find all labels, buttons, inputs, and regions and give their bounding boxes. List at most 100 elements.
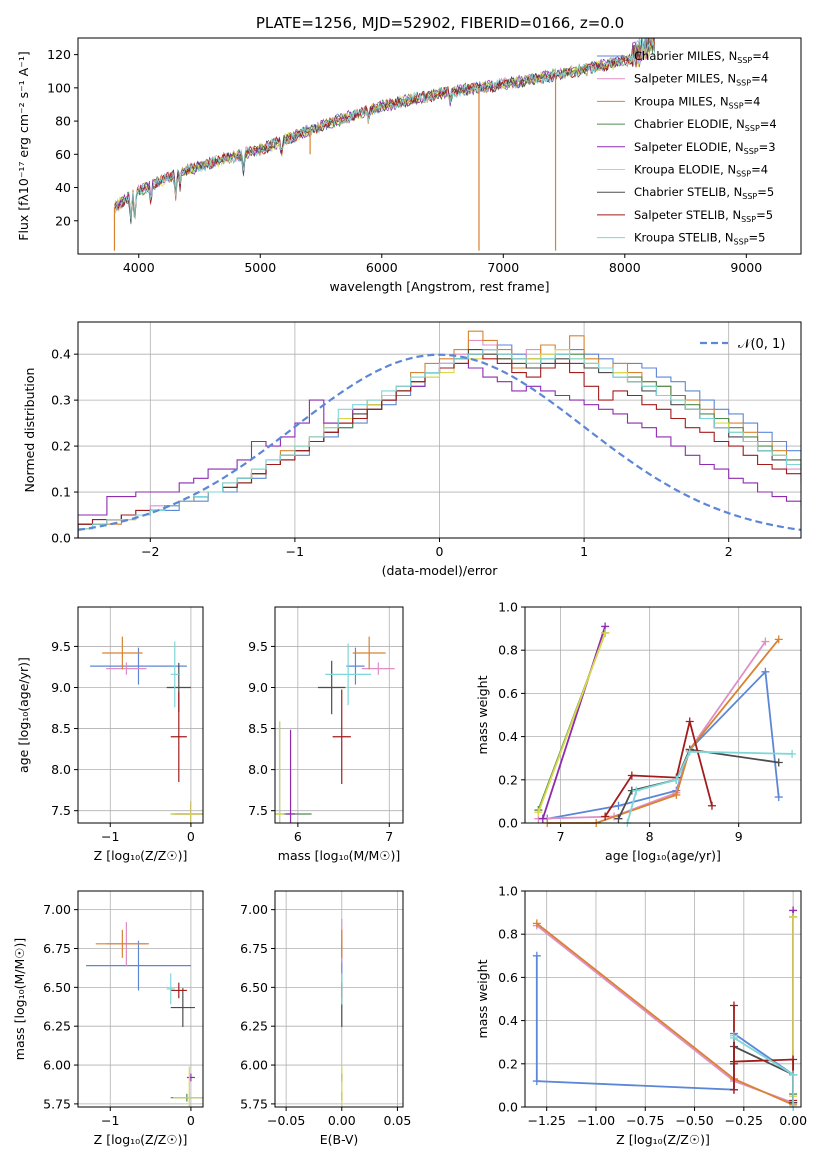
normal-curve [78,353,801,531]
legend-label-value: =5 [756,208,773,222]
spectrum-line [114,38,656,224]
plot-area [90,636,203,823]
x-tick-label: 2 [725,544,733,559]
y-tick-label: 7.5 [248,803,268,818]
y-tick-label: 100 [47,80,71,95]
x-axis-label: wavelength [Angstrom, rest frame] [329,279,549,294]
legend-label-sub: SSP [745,124,760,133]
x-tick-label: −1.00 [577,1113,615,1128]
legend-label-value: =4 [751,163,768,177]
plus-marker [729,1001,738,1010]
x-tick-label: −1.25 [528,1113,566,1128]
plus-marker [789,1055,798,1064]
legend-label: Salpeter MILES, NSSP=4 [634,72,768,88]
plus-marker [534,808,543,817]
grid [78,891,203,1107]
y-tick-label: 6.50 [240,980,268,995]
y-tick-label: 80 [55,114,71,129]
y-tick-label: 6.75 [43,941,71,956]
y-tick-label: 6.25 [240,1019,268,1034]
x-tick-label: 0 [436,544,444,559]
grid [275,607,403,823]
x-tick-label: −2 [141,544,159,559]
mass-weight-line [733,1005,794,1101]
mass-weight-line [536,924,794,1104]
plus-marker [729,1033,738,1042]
plus-marker [532,919,541,928]
legend-label-text: Kroupa MILES, N [634,94,729,108]
y-tick-label: 40 [55,180,71,195]
plot-area [534,622,797,827]
mass-weight-line [604,721,713,817]
x-tick-label: 7 [385,829,393,844]
histogram-series [78,349,801,538]
legend-label-sub: SSP [737,56,752,65]
grid [525,606,801,824]
plus-marker [707,801,716,810]
legend-label-text: Kroupa ELODIE, N [634,163,736,177]
x-tick-label: 0.05 [384,1113,412,1128]
y-tick-label: 6.25 [43,1019,71,1034]
y-tick-label: 0.2 [51,439,71,454]
plus-marker [685,717,694,726]
histogram-series [78,349,801,538]
y-tick-label: 0.6 [498,970,518,985]
x-tick-label: 1 [580,544,588,559]
legend-label-value: =4 [751,72,768,86]
x-tick-label: −0.75 [626,1113,664,1128]
axes: −2 −1 0 1 2 0.0 0.1 0.2 0.3 0.4 [51,347,733,559]
age-vs-mass-panel: 6 7 7.5 8.0 8.5 9.0 9.5 mass [log₁₀(M/M☉)] [248,606,404,863]
y-tick-label: 6.00 [240,1058,268,1073]
histogram-series [78,344,801,538]
x-tick-label: 0 [187,1113,195,1128]
plot-area [532,906,798,1111]
mass-weight-vs-metallicity-panel: −1.25 −1.00 −0.75 −0.50 −0.25 0.00 0.0 0.2 0.4 0.… [475,884,807,1148]
plus-marker [601,812,610,821]
plus-marker [601,628,610,637]
spectrum-line [114,38,656,225]
plus-marker [627,771,636,780]
axes: −1 0 5.75 6.00 6.25 6.50 6.75 7.00 [43,902,195,1128]
x-axis-label: E(B-V) [320,1132,359,1147]
axes-frame [524,890,802,1108]
legend-label-text: Salpeter ELODIE, N [634,140,744,154]
legend-label-value: =4 [752,49,769,63]
legend-label: Chabrier STELIB, NSSP=5 [634,185,774,201]
plus-marker [788,749,797,758]
legend-label-sub: SSP [729,101,744,110]
x-tick-label: 8 [646,829,654,844]
spectrum-line [114,38,654,217]
grid [275,891,403,1107]
histogram-series [78,330,801,538]
y-tick-label: 1.0 [498,600,518,615]
legend-label: Chabrier MILES, NSSP=4 [634,49,769,65]
plot-area [86,922,203,1107]
y-tick-label: 9.0 [248,680,268,695]
x-tick-label: 8000 [609,260,641,275]
y-tick-label: 0.0 [498,816,518,831]
spectrum-line [114,38,656,218]
y-tick-label: 20 [55,213,71,228]
y-axis-label: mass [log₁₀(M/M☉)] [12,938,27,1060]
x-tick-label: −1 [101,1113,119,1128]
y-axis-label: mass weight [475,959,490,1038]
y-tick-label: 0.2 [498,772,518,787]
x-axis-label: mass [log₁₀(M/M☉)] [278,848,400,863]
legend-label: Kroupa ELODIE, NSSP=4 [634,163,768,179]
legend-label-sub: SSP [734,238,749,247]
residual-histogram-panel: −2 −1 0 1 2 0.0 0.1 0.2 0.3 0.4 (data-model)/error… [22,321,802,578]
plus-marker [614,801,623,810]
x-tick-label: 4000 [123,260,155,275]
plus-marker [761,637,770,646]
x-tick-label: −0.25 [725,1113,763,1128]
plus-marker [789,1070,798,1079]
x-tick-label: 9000 [730,260,762,275]
plot-area [78,330,801,538]
y-tick-label: 7.00 [240,902,268,917]
legend-label-sub: SSP [736,79,751,88]
axes: 6 7 7.5 8.0 8.5 9.0 9.5 [248,639,393,844]
x-tick-label: 5000 [244,260,276,275]
plot-area [113,38,656,251]
axes: −0.05 0.00 0.05 5.75 6.00 6.25 6.50 6.75 7.00 [240,902,411,1128]
plus-marker [532,951,541,960]
